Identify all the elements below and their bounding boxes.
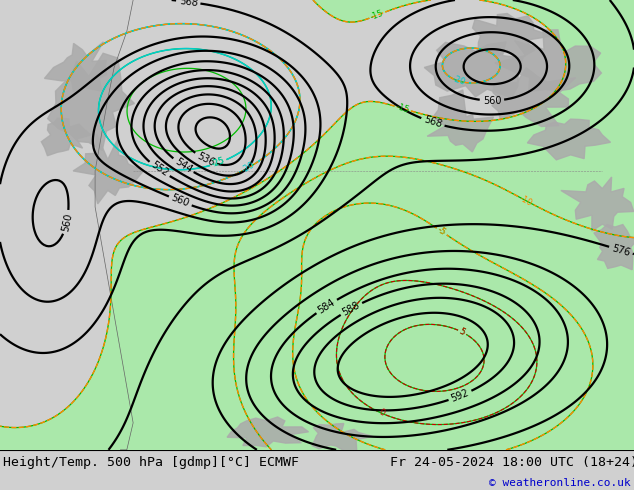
Polygon shape — [561, 177, 634, 231]
Text: 5: 5 — [458, 327, 467, 337]
Text: 536: 536 — [195, 150, 216, 168]
Text: -20: -20 — [240, 161, 256, 175]
Polygon shape — [48, 53, 134, 150]
Text: -15: -15 — [395, 102, 411, 115]
Text: -10: -10 — [518, 194, 534, 208]
Polygon shape — [594, 224, 634, 270]
Polygon shape — [41, 118, 91, 156]
Text: 568: 568 — [179, 0, 198, 8]
Polygon shape — [424, 42, 523, 98]
Text: 568: 568 — [422, 115, 443, 130]
Polygon shape — [492, 68, 576, 126]
Text: -15: -15 — [370, 8, 385, 22]
Polygon shape — [227, 417, 309, 447]
Text: -5: -5 — [436, 225, 448, 238]
Polygon shape — [427, 90, 493, 152]
Text: 544: 544 — [172, 156, 193, 175]
Text: Height/Temp. 500 hPa [gdmp][°C] ECMWF: Height/Temp. 500 hPa [gdmp][°C] ECMWF — [3, 456, 299, 469]
Polygon shape — [527, 119, 611, 160]
Text: 592: 592 — [450, 388, 470, 404]
Text: 560: 560 — [60, 212, 74, 232]
Text: -20: -20 — [451, 74, 466, 87]
Polygon shape — [472, 14, 552, 60]
Polygon shape — [73, 134, 143, 204]
Polygon shape — [44, 42, 107, 92]
Polygon shape — [312, 423, 372, 452]
Text: 584: 584 — [316, 297, 337, 316]
Text: 5: 5 — [458, 327, 467, 337]
Polygon shape — [495, 30, 602, 92]
Text: 552: 552 — [149, 160, 170, 179]
Text: -25: -25 — [210, 156, 226, 170]
Text: -5: -5 — [436, 225, 448, 238]
Text: 560: 560 — [170, 193, 191, 209]
Text: Fr 24-05-2024 18:00 UTC (18+24): Fr 24-05-2024 18:00 UTC (18+24) — [390, 456, 634, 469]
Text: -25: -25 — [210, 156, 226, 170]
Text: 0: 0 — [377, 408, 386, 418]
Text: 560: 560 — [482, 96, 501, 105]
Text: © weatheronline.co.uk: © weatheronline.co.uk — [489, 478, 631, 488]
Text: 576: 576 — [611, 243, 631, 258]
Text: 588: 588 — [340, 300, 362, 318]
